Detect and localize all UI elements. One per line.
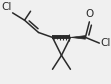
Text: Cl: Cl	[100, 38, 111, 48]
Polygon shape	[70, 36, 85, 39]
Text: Cl: Cl	[1, 2, 12, 12]
Text: O: O	[85, 9, 93, 19]
